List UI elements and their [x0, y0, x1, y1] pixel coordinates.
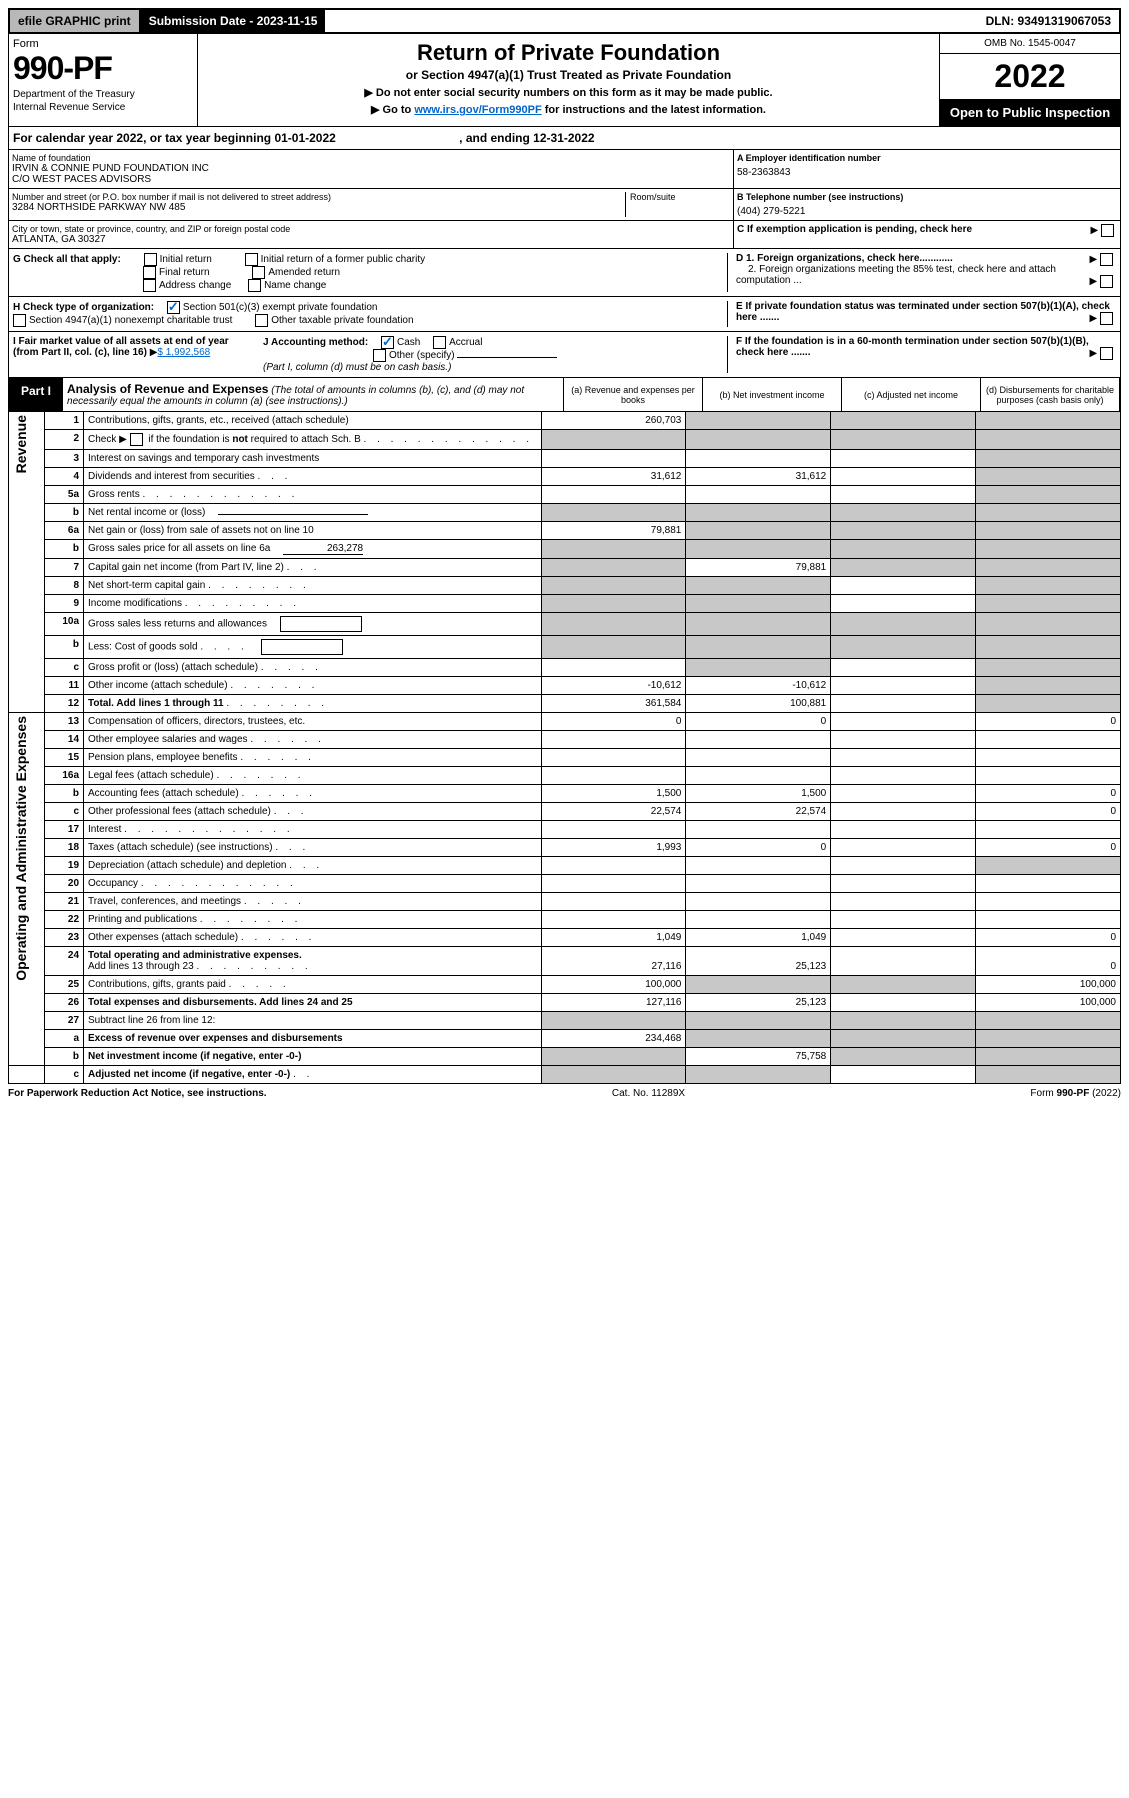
part1-table: Revenue 1Contributions, gifts, grants, e…: [8, 412, 1121, 1084]
amended-return-cb[interactable]: [252, 266, 265, 279]
exemption-pending-cell: C If exemption application is pending, c…: [734, 221, 1120, 248]
irs-link[interactable]: www.irs.gov/Form990PF: [414, 104, 541, 116]
ssn-note: ▶ Do not enter social security numbers o…: [204, 86, 933, 99]
form-header: Form 990-PF Department of the Treasury I…: [8, 34, 1121, 127]
tax-year: 2022: [940, 54, 1120, 99]
section-i: I Fair market value of all assets at end…: [13, 336, 243, 373]
d2-checkbox[interactable]: [1100, 275, 1113, 288]
col-b-head: (b) Net investment income: [702, 378, 841, 411]
cash-cb[interactable]: [381, 336, 394, 349]
section-g: G Check all that apply: Initial return I…: [13, 253, 727, 292]
501c3-cb[interactable]: [167, 301, 180, 314]
final-return-cb[interactable]: [143, 266, 156, 279]
other-taxable-cb[interactable]: [255, 314, 268, 327]
paperwork-notice: For Paperwork Reduction Act Notice, see …: [8, 1088, 267, 1099]
form-number: 990-PF: [13, 50, 193, 87]
link-note: ▶ Go to www.irs.gov/Form990PF for instru…: [204, 103, 933, 116]
address-cell: Number and street (or P.O. box number if…: [12, 192, 625, 217]
section-e: E If private foundation status was termi…: [727, 301, 1116, 327]
form-label: Form: [13, 38, 193, 50]
city-cell: City or town, state or province, country…: [9, 221, 734, 248]
part1-desc: Analysis of Revenue and Expenses (The to…: [63, 378, 563, 411]
ein-cell: A Employer identification number 58-2363…: [734, 150, 1120, 188]
room-cell: Room/suite: [625, 192, 730, 217]
irs-label: Internal Revenue Service: [13, 102, 193, 113]
dept-label: Department of the Treasury: [13, 89, 193, 100]
top-bar: efile GRAPHIC print Submission Date - 20…: [8, 8, 1121, 34]
e-checkbox[interactable]: [1100, 312, 1113, 325]
4947-cb[interactable]: [13, 314, 26, 327]
address-change-cb[interactable]: [143, 279, 156, 292]
f-checkbox[interactable]: [1100, 347, 1113, 360]
other-method-cb[interactable]: [373, 349, 386, 362]
section-f: F If the foundation is in a 60-month ter…: [727, 336, 1116, 373]
revenue-label: Revenue: [13, 415, 29, 473]
calendar-year-row: For calendar year 2022, or tax year begi…: [8, 127, 1121, 150]
accrual-cb[interactable]: [433, 336, 446, 349]
form-ref: Form 990-PF (2022): [1030, 1088, 1121, 1099]
section-j: J Accounting method: Cash Accrual Other …: [243, 336, 727, 373]
col-d-head: (d) Disbursements for charitable purpose…: [980, 378, 1119, 411]
cat-number: Cat. No. 11289X: [612, 1088, 685, 1099]
foundation-name-cell: Name of foundation IRVIN & CONNIE PUND F…: [9, 150, 734, 188]
fmv-value[interactable]: $ 1,992,568: [157, 347, 210, 358]
initial-return-cb[interactable]: [144, 253, 157, 266]
exemption-checkbox[interactable]: [1101, 224, 1114, 237]
form-subtitle: or Section 4947(a)(1) Trust Treated as P…: [204, 68, 933, 82]
d1-checkbox[interactable]: [1100, 253, 1113, 266]
part1-tag: Part I: [9, 378, 63, 411]
submission-date-label: Submission Date - 2023-11-15: [141, 10, 326, 32]
name-change-cb[interactable]: [248, 279, 261, 292]
form-title: Return of Private Foundation: [204, 40, 933, 66]
open-inspection: Open to Public Inspection: [940, 99, 1120, 126]
schb-cb[interactable]: [130, 433, 143, 446]
dln-label: DLN: 93491319067053: [978, 10, 1119, 32]
page-footer: For Paperwork Reduction Act Notice, see …: [8, 1084, 1121, 1103]
col-a-head: (a) Revenue and expenses per books: [563, 378, 702, 411]
section-h: H Check type of organization: Section 50…: [13, 301, 727, 327]
section-d: D 1. Foreign organizations, check here..…: [727, 253, 1116, 292]
col-c-head: (c) Adjusted net income: [841, 378, 980, 411]
expenses-label: Operating and Administrative Expenses: [13, 716, 29, 981]
omb-number: OMB No. 1545-0047: [940, 34, 1120, 54]
former-public-cb[interactable]: [245, 253, 258, 266]
telephone-cell: B Telephone number (see instructions) (4…: [734, 189, 1120, 220]
efile-print-button[interactable]: efile GRAPHIC print: [10, 10, 141, 32]
